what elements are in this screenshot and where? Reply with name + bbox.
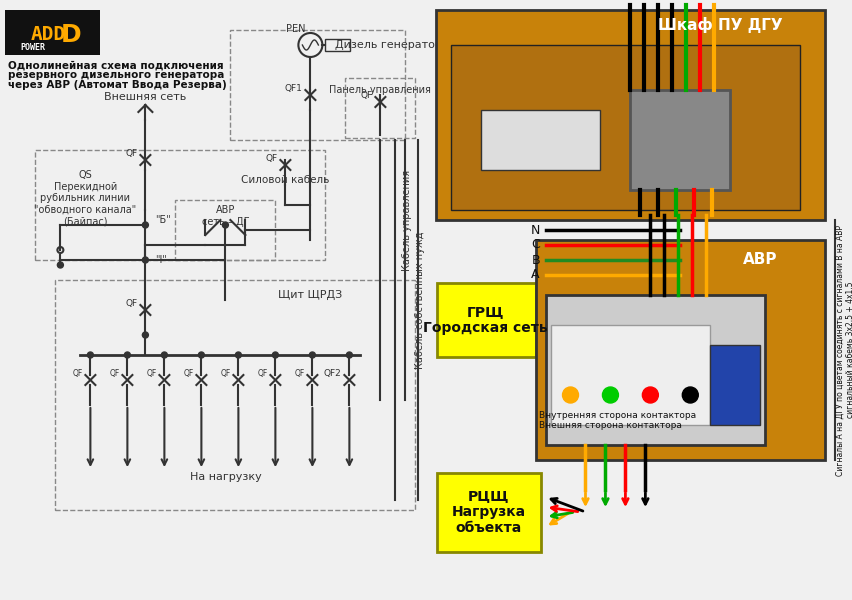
Text: QF1: QF1 — [285, 84, 302, 93]
FancyBboxPatch shape — [436, 473, 540, 552]
Circle shape — [682, 387, 698, 403]
Circle shape — [57, 262, 63, 268]
Text: POWER: POWER — [20, 43, 45, 52]
Text: PEN: PEN — [285, 24, 305, 34]
Bar — [550, 325, 710, 425]
Text: АВР
сеть – ДГ: АВР сеть – ДГ — [201, 205, 249, 227]
Circle shape — [235, 352, 241, 358]
Circle shape — [142, 332, 148, 338]
Bar — [545, 295, 764, 445]
Circle shape — [124, 352, 130, 358]
Text: резервного дизельного генератора: резервного дизельного генератора — [9, 70, 224, 80]
Text: QF: QF — [265, 154, 277, 163]
Text: Шкаф ПУ ДГУ: Шкаф ПУ ДГУ — [657, 17, 781, 33]
Text: АВР: АВР — [742, 253, 776, 268]
Text: Кабель собственных нужд: Кабель собственных нужд — [415, 231, 425, 369]
Text: Однолинейная схема подключения: Однолинейная схема подключения — [9, 60, 224, 70]
Text: QF: QF — [125, 149, 137, 158]
Text: "Б": "Б" — [155, 215, 171, 225]
Circle shape — [642, 387, 658, 403]
Text: QS
Перекидной
рубильник линии
"обводного канала"
(Байпас): QS Перекидной рубильник линии "обводного… — [34, 170, 136, 226]
Text: ADD: ADD — [31, 25, 66, 44]
Text: Внутренняя сторона контактора: Внутренняя сторона контактора — [538, 410, 695, 419]
Bar — [450, 45, 799, 210]
Circle shape — [272, 352, 278, 358]
Bar — [325, 39, 350, 51]
Text: через АВР (Автомат Ввода Резерва): через АВР (Автомат Ввода Резерва) — [9, 80, 227, 90]
Circle shape — [561, 387, 578, 403]
Text: QF: QF — [220, 369, 230, 378]
Text: A: A — [531, 269, 539, 281]
Circle shape — [346, 352, 352, 358]
FancyBboxPatch shape — [436, 283, 535, 357]
Text: QF: QF — [183, 369, 193, 378]
Circle shape — [142, 222, 148, 228]
Bar — [481, 110, 600, 170]
Text: Дизель генератор: Дизель генератор — [335, 40, 441, 50]
Bar — [435, 10, 824, 220]
Text: QF2: QF2 — [323, 369, 341, 378]
Text: QF: QF — [146, 369, 156, 378]
Text: Щит ЩРДЗ: Щит ЩРДЗ — [278, 290, 343, 300]
Text: На нагрузку: На нагрузку — [189, 472, 261, 482]
Circle shape — [142, 257, 148, 263]
Bar — [5, 10, 101, 55]
Text: B: B — [531, 253, 539, 266]
Text: QF: QF — [109, 369, 119, 378]
Text: Внешняя сеть: Внешняя сеть — [104, 92, 187, 102]
Text: N: N — [530, 223, 539, 236]
Text: QF: QF — [360, 91, 372, 100]
Text: ГРЩ
Городская сеть: ГРЩ Городская сеть — [423, 305, 547, 335]
Circle shape — [602, 387, 618, 403]
Text: C: C — [531, 238, 539, 251]
Text: D: D — [60, 23, 81, 47]
Text: "I": "I" — [155, 255, 167, 265]
Circle shape — [222, 222, 228, 228]
Text: Панель управления: Панель управления — [329, 85, 431, 95]
Text: QF: QF — [72, 369, 83, 378]
Text: QF: QF — [125, 299, 137, 308]
Circle shape — [87, 352, 93, 358]
Bar — [630, 90, 729, 190]
Bar — [535, 240, 824, 460]
Text: РЦЩ
Нагрузка
объекта: РЦЩ Нагрузка объекта — [451, 489, 525, 535]
Text: QF: QF — [256, 369, 267, 378]
Text: Внешняя сторона контактора: Внешняя сторона контактора — [538, 421, 681, 430]
Text: Кабель управления: Кабель управления — [402, 169, 412, 271]
Bar — [710, 345, 759, 425]
Circle shape — [199, 352, 204, 358]
Text: Сигналы А на ДГУ по цветам соединять с сигналами В на АВР
сигнальный кабемь 3х2,: Сигналы А на ДГУ по цветам соединять с с… — [834, 224, 852, 475]
Text: QF: QF — [294, 369, 304, 378]
Circle shape — [309, 352, 315, 358]
Text: Силовой кабель: Силовой кабель — [241, 175, 329, 185]
Circle shape — [161, 352, 167, 358]
